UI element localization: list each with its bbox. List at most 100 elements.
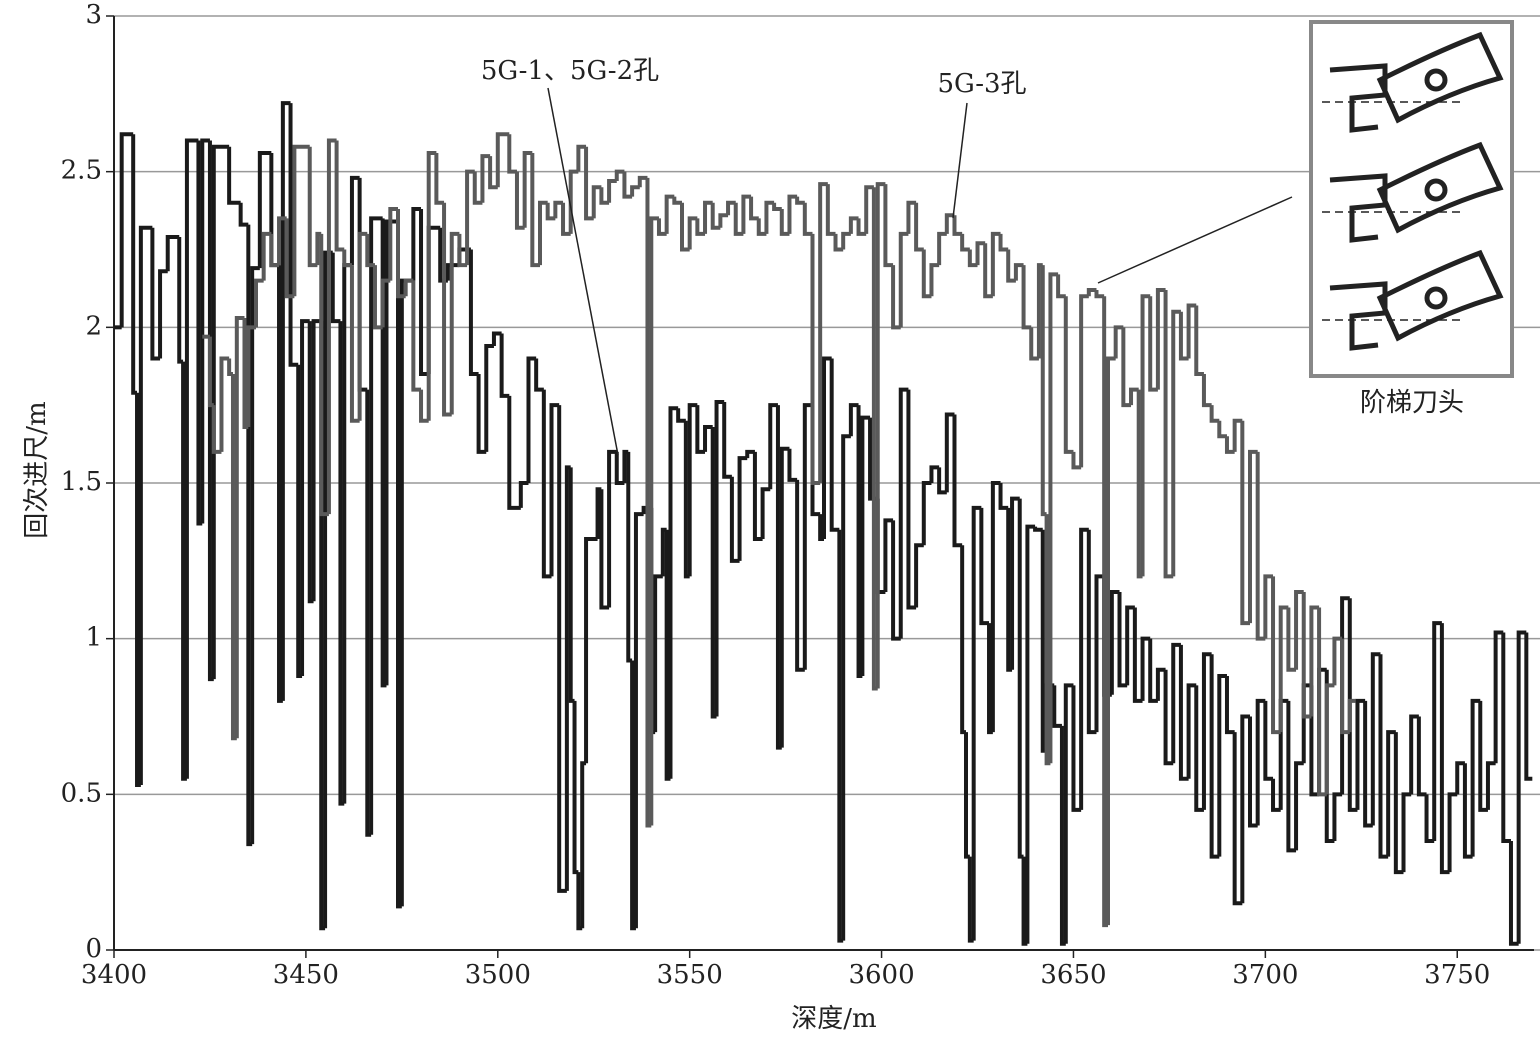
step-segment [507, 134, 517, 174]
step-segment [929, 465, 940, 483]
step-segment [687, 216, 698, 250]
step-segment [848, 403, 859, 437]
x-tick-label: 3400 [81, 960, 147, 990]
step-segment [1113, 325, 1124, 359]
step-segment [787, 448, 798, 482]
step-segment [822, 356, 832, 540]
step-segment [1186, 303, 1197, 359]
step-segment [181, 361, 187, 781]
step-segment [568, 169, 579, 234]
step-segment [1178, 311, 1189, 361]
step-segment [457, 233, 468, 268]
x-tick-label: 3650 [1040, 960, 1106, 990]
step-segment [1186, 683, 1197, 779]
step-segment [668, 406, 679, 779]
step-segment [572, 700, 579, 875]
step-segment [1340, 638, 1350, 735]
step-segment [1271, 576, 1281, 735]
step-segment [860, 415, 871, 677]
step-segment [426, 150, 437, 421]
step-segment [549, 403, 560, 577]
step-segment [1148, 296, 1158, 392]
step-segment [1117, 591, 1128, 688]
step-segment [349, 265, 360, 423]
step-segment [1171, 309, 1181, 577]
step-segment [664, 529, 671, 781]
step-segment [733, 202, 744, 236]
step-segment [411, 207, 422, 281]
step-segment [768, 403, 778, 490]
step-segment [388, 207, 398, 281]
step-segment [158, 269, 168, 359]
step-segment [1201, 374, 1212, 408]
step-segment [277, 216, 287, 266]
step-segment [1086, 529, 1097, 735]
step-segment [1140, 636, 1151, 701]
step-segment [200, 138, 210, 524]
step-segment [1439, 623, 1450, 875]
step-segment [649, 216, 659, 826]
step-segment [219, 356, 230, 452]
step-segment [1155, 287, 1166, 390]
step-segment [1332, 792, 1343, 842]
step-segment [288, 103, 299, 367]
step-segment [1006, 249, 1016, 283]
inset: 阶梯刀头 [1309, 20, 1514, 418]
step-segment [534, 358, 544, 392]
step-segment [1309, 605, 1320, 717]
step-segment [1317, 607, 1327, 797]
step-segment [365, 389, 372, 837]
step-segment [365, 233, 375, 268]
step-segment [1094, 289, 1105, 299]
step-segment [165, 235, 180, 272]
step-segment [1255, 451, 1266, 641]
step-segment [1109, 589, 1120, 695]
step-segment [795, 479, 805, 672]
step-segment [779, 209, 790, 236]
step-segment [960, 233, 970, 252]
step-segment [1040, 265, 1047, 517]
step-segment [1017, 498, 1024, 859]
step-segment [499, 333, 510, 398]
step-segment [491, 331, 502, 347]
step-segment [745, 449, 755, 459]
step-segment [703, 424, 713, 452]
step-segment [833, 233, 844, 252]
step-segment [856, 218, 867, 236]
step-segment [952, 215, 963, 236]
step-segment [484, 344, 494, 452]
step-segment [1163, 289, 1174, 579]
step-segment [227, 358, 233, 377]
step-segment [722, 402, 732, 479]
step-segment [568, 467, 575, 703]
step-segment [614, 169, 625, 182]
series-annotation: 5G-3孔 [937, 69, 1026, 99]
step-segment [787, 194, 798, 234]
step-segment [1309, 685, 1320, 797]
step-segment [330, 252, 341, 324]
step-segment [906, 200, 917, 234]
step-segment [829, 358, 840, 532]
step-segment [1121, 327, 1132, 408]
step-segment [1508, 841, 1519, 946]
step-segment [1106, 356, 1116, 926]
step-segment [526, 356, 537, 483]
step-segment [580, 761, 587, 929]
step-segment [1217, 420, 1227, 439]
step-segment [553, 200, 564, 219]
step-segment [856, 405, 863, 679]
step-segment [319, 321, 326, 931]
step-segment [234, 315, 245, 739]
step-segment [468, 249, 479, 377]
inset-frame [1309, 20, 1514, 378]
step-segment [131, 134, 138, 395]
step-segment [779, 446, 790, 748]
step-segment [1470, 698, 1481, 857]
step-segment [1363, 700, 1373, 828]
step-segment [380, 218, 387, 688]
step-segment [557, 405, 567, 893]
step-segment [177, 237, 184, 364]
step-segment [238, 202, 249, 227]
step-segment [1155, 667, 1166, 701]
step-segment [1056, 274, 1066, 299]
